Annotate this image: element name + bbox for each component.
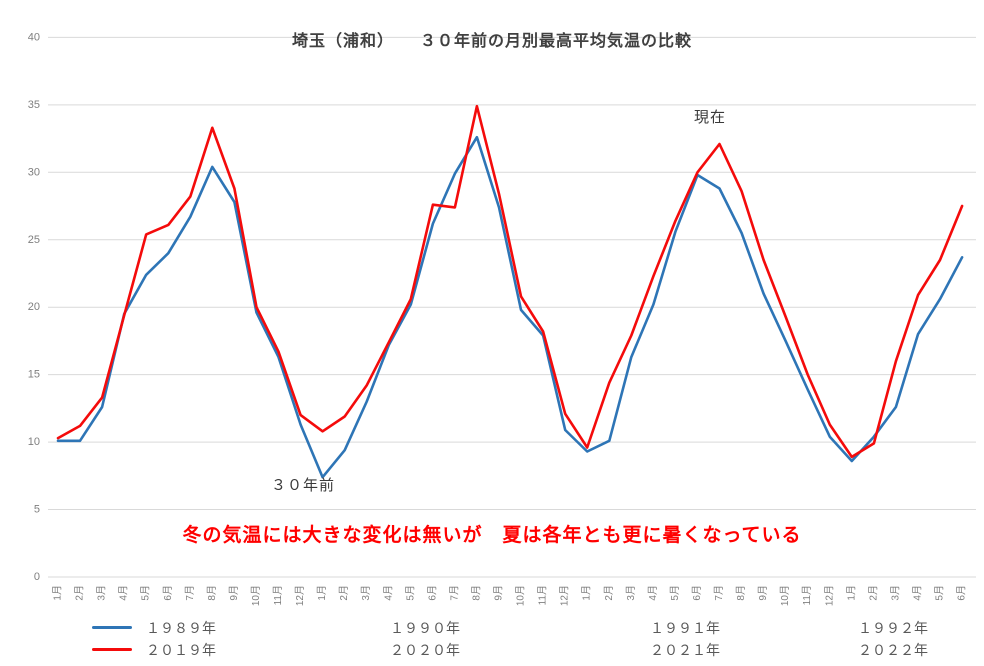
x-tick-label: 10月: [779, 585, 791, 606]
x-tick-label: 1月: [845, 585, 857, 601]
legend-item-1991: １９９１年: [650, 618, 720, 638]
x-tick-label: 5月: [669, 585, 681, 601]
legend-row-past: １９８９年 １９９０年 １９９１年 １９９２年: [0, 618, 984, 640]
x-tick-label: 9月: [757, 585, 769, 601]
chart-title: 埼玉（浦和） ３０年前の月別最高平均気温の比較: [291, 33, 692, 50]
x-tick-label: 8月: [735, 585, 747, 601]
y-tick-label: 5: [34, 504, 40, 516]
series-line-current: [56, 104, 964, 459]
x-tick-label: 4月: [647, 585, 659, 601]
x-tick-label: 3月: [625, 585, 637, 601]
series-line-past: [56, 135, 964, 479]
x-tick-label: 8月: [206, 585, 218, 601]
x-tick-label: 8月: [470, 585, 482, 601]
legend-label: １９９０年: [390, 620, 460, 636]
legend-label: １９９１年: [650, 620, 720, 636]
x-tick-label: 9月: [493, 585, 505, 601]
x-tick-label: 4月: [118, 585, 130, 601]
annotation-current: 現在: [694, 109, 727, 126]
y-tick-label: 15: [28, 369, 40, 381]
x-tick-label: 2月: [338, 585, 350, 601]
legend-label: １９８９年: [146, 620, 216, 636]
legend-label: ２０２０年: [390, 642, 460, 658]
legend-item-2021: ２０２１年: [650, 640, 720, 660]
x-tick-label: 2月: [74, 585, 86, 601]
legend-label: ２０１９年: [146, 642, 216, 658]
legend-item-2020: ２０２０年: [390, 640, 460, 660]
y-tick-label: 35: [28, 99, 40, 111]
legend-item-2022: ２０２２年: [858, 640, 928, 660]
x-tick-label: 5月: [934, 585, 946, 601]
x-tick-label: 6月: [691, 585, 703, 601]
x-tick-label: 5月: [140, 585, 152, 601]
x-tick-label: 4月: [382, 585, 394, 601]
x-tick-label: 4月: [911, 585, 923, 601]
legend-label: ２０２２年: [858, 642, 928, 658]
x-tick-label: 5月: [404, 585, 416, 601]
y-tick-label: 10: [28, 436, 40, 448]
annotation-30-years-ago: ３０年前: [271, 477, 336, 494]
x-tick-label: 10月: [515, 585, 527, 606]
x-tick-label: 10月: [250, 585, 262, 606]
x-tick-label: 9月: [228, 585, 240, 601]
x-tick-label: 11月: [537, 585, 549, 605]
y-tick-label: 30: [28, 166, 40, 178]
chart-message: 冬の気温には大きな変化は無いが 夏は各年とも更に暑くなっている: [182, 525, 802, 546]
x-tick-label: 2月: [603, 585, 615, 601]
x-tick-label: 12月: [294, 585, 306, 606]
x-tick-label: 1月: [316, 585, 328, 601]
y-tick-label: 20: [28, 301, 40, 313]
x-tick-label: 3月: [96, 585, 108, 601]
x-tick-label: 3月: [360, 585, 372, 601]
x-tick-label: 12月: [823, 585, 835, 606]
x-tick-label: 7月: [184, 585, 196, 601]
legend-row-current: ２０１９年 ２０２０年 ２０２１年 ２０２２年: [0, 640, 984, 662]
y-tick-label: 25: [28, 234, 40, 246]
x-tick-label: 11月: [272, 585, 284, 605]
x-tick-label: 7月: [713, 585, 725, 601]
red-line-swatch: [92, 647, 132, 651]
blue-line-swatch: [92, 625, 132, 629]
legend-label: １９９２年: [858, 620, 928, 636]
x-tick-label: 1月: [52, 585, 64, 601]
chart-legend: １９８９年 １９９０年 １９９１年 １９９２年 ２０１９年 ２０２０年 ２０２１…: [0, 618, 984, 662]
x-tick-label: 11月: [801, 585, 813, 605]
x-tick-label: 6月: [426, 585, 438, 601]
legend-item-1989: １９８９年: [92, 618, 216, 638]
x-tick-label: 6月: [956, 585, 968, 601]
x-tick-label: 1月: [581, 585, 593, 601]
legend-item-2019: ２０１９年: [92, 640, 216, 660]
legend-item-1990: １９９０年: [390, 618, 460, 638]
legend-item-1992: １９９２年: [858, 618, 928, 638]
x-tick-label: 6月: [162, 585, 174, 601]
legend-label: ２０２１年: [650, 642, 720, 658]
x-tick-label: 2月: [867, 585, 879, 601]
y-tick-label: 0: [34, 571, 40, 583]
x-tick-label: 12月: [559, 585, 571, 606]
x-tick-label: 7月: [448, 585, 460, 601]
x-tick-label: 3月: [889, 585, 901, 601]
y-tick-label: 40: [28, 31, 40, 43]
